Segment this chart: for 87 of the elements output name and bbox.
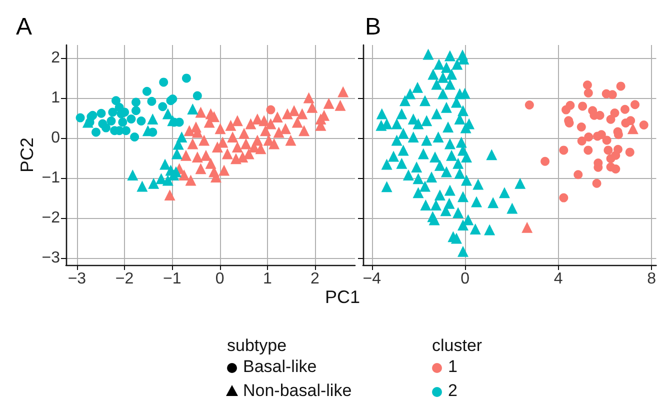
x-tick-label: 4 (554, 270, 563, 288)
point (584, 146, 593, 155)
point (627, 123, 638, 134)
text: subtype (227, 336, 287, 356)
point (522, 222, 533, 233)
point (171, 148, 182, 160)
point (148, 178, 160, 189)
chart-title: A (16, 14, 32, 40)
point (626, 116, 636, 126)
point (559, 146, 568, 155)
point (582, 80, 592, 90)
point (577, 136, 586, 146)
point (122, 126, 130, 136)
point (639, 120, 648, 130)
point (610, 108, 620, 118)
point (106, 116, 116, 126)
y-tick-label: −2 (42, 210, 60, 227)
point (559, 193, 568, 202)
point (82, 116, 94, 128)
point (147, 96, 156, 106)
point (616, 82, 626, 91)
point (136, 116, 146, 126)
text: Non-basal-like (243, 381, 352, 401)
point (620, 104, 630, 114)
y-tick-label: −3 (42, 250, 60, 267)
chart-title: B (365, 14, 382, 40)
point (172, 138, 184, 150)
x-tick-label: −2 (115, 270, 134, 288)
point (76, 113, 85, 122)
point (606, 114, 616, 124)
y-tick-label: 1 (51, 90, 60, 107)
point (167, 115, 178, 126)
x-axis-title: PC1 (325, 287, 360, 307)
point (611, 164, 620, 174)
point (574, 170, 583, 180)
point (540, 156, 550, 166)
point (162, 174, 174, 186)
y-axis-title: PC2 (17, 137, 37, 173)
point (592, 178, 602, 188)
point (604, 146, 613, 155)
point (142, 86, 152, 96)
point (112, 96, 120, 106)
point (130, 132, 140, 142)
point (187, 104, 198, 114)
point (96, 108, 106, 118)
point (108, 108, 118, 117)
point (584, 88, 593, 98)
point (159, 78, 168, 87)
x-tick-label: −3 (68, 270, 86, 288)
x-tick-label: −1 (163, 270, 182, 288)
point (602, 136, 612, 145)
x-tick-label: 0 (215, 270, 224, 288)
x-tick-label: 0 (460, 270, 470, 288)
point (192, 91, 202, 100)
point (576, 122, 586, 132)
point (92, 128, 100, 137)
point (118, 118, 128, 127)
point (162, 108, 174, 120)
point (147, 114, 158, 124)
text: cluster (432, 336, 482, 356)
y-tick-label: 0 (51, 130, 60, 147)
point (160, 158, 171, 170)
point (630, 100, 640, 110)
y-tick-label: 2 (51, 50, 60, 67)
point (584, 132, 594, 142)
point (158, 102, 168, 112)
point (182, 74, 191, 83)
x-tick-label: 2 (310, 270, 320, 288)
point (566, 100, 575, 110)
point (127, 170, 138, 180)
point (625, 148, 634, 157)
point (136, 180, 148, 192)
point (606, 154, 616, 164)
point (578, 102, 588, 111)
point (102, 123, 110, 132)
x-tick-label: 8 (647, 270, 656, 288)
y-tick-label: −1 (42, 170, 60, 187)
x-tick-label: 1 (262, 270, 272, 288)
text: 1 (448, 357, 458, 377)
x-tick-label: −4 (362, 270, 382, 288)
point (266, 105, 276, 114)
point (524, 100, 534, 110)
text: 2 (448, 381, 458, 401)
point (126, 114, 136, 124)
point (132, 98, 140, 107)
point (132, 106, 140, 116)
text: Basal-like (243, 357, 317, 377)
